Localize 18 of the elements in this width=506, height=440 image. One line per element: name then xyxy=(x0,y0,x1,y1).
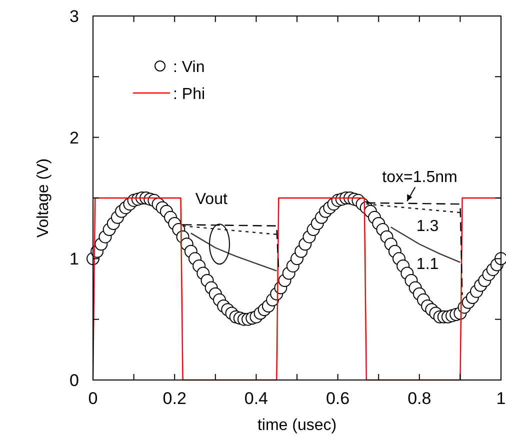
x-tick-label: 0 xyxy=(88,389,98,408)
annotation: tox=1.5nm xyxy=(382,169,458,186)
y-tick-label: 3 xyxy=(70,7,79,26)
x-axis-title: time (usec) xyxy=(257,417,337,434)
y-tick-label: 0 xyxy=(70,371,79,390)
x-tick-label: 0.2 xyxy=(162,389,186,408)
y-tick-label: 1 xyxy=(70,250,79,269)
y-tick-label: 2 xyxy=(70,128,79,148)
annotation: 1.1 xyxy=(416,256,439,273)
x-tick-label: 0.8 xyxy=(408,389,432,408)
x-tick-label: 0.4 xyxy=(244,389,268,408)
y-axis-title: Voltage (V) xyxy=(35,158,52,238)
legend-label: : Vin xyxy=(173,59,205,76)
annotation: 1.3 xyxy=(416,218,439,235)
x-tick-label: 0.6 xyxy=(326,389,350,408)
annotation: Vout xyxy=(195,190,228,208)
x-tick-label: 1 xyxy=(496,389,506,408)
legend-label: : Phi xyxy=(173,86,206,103)
